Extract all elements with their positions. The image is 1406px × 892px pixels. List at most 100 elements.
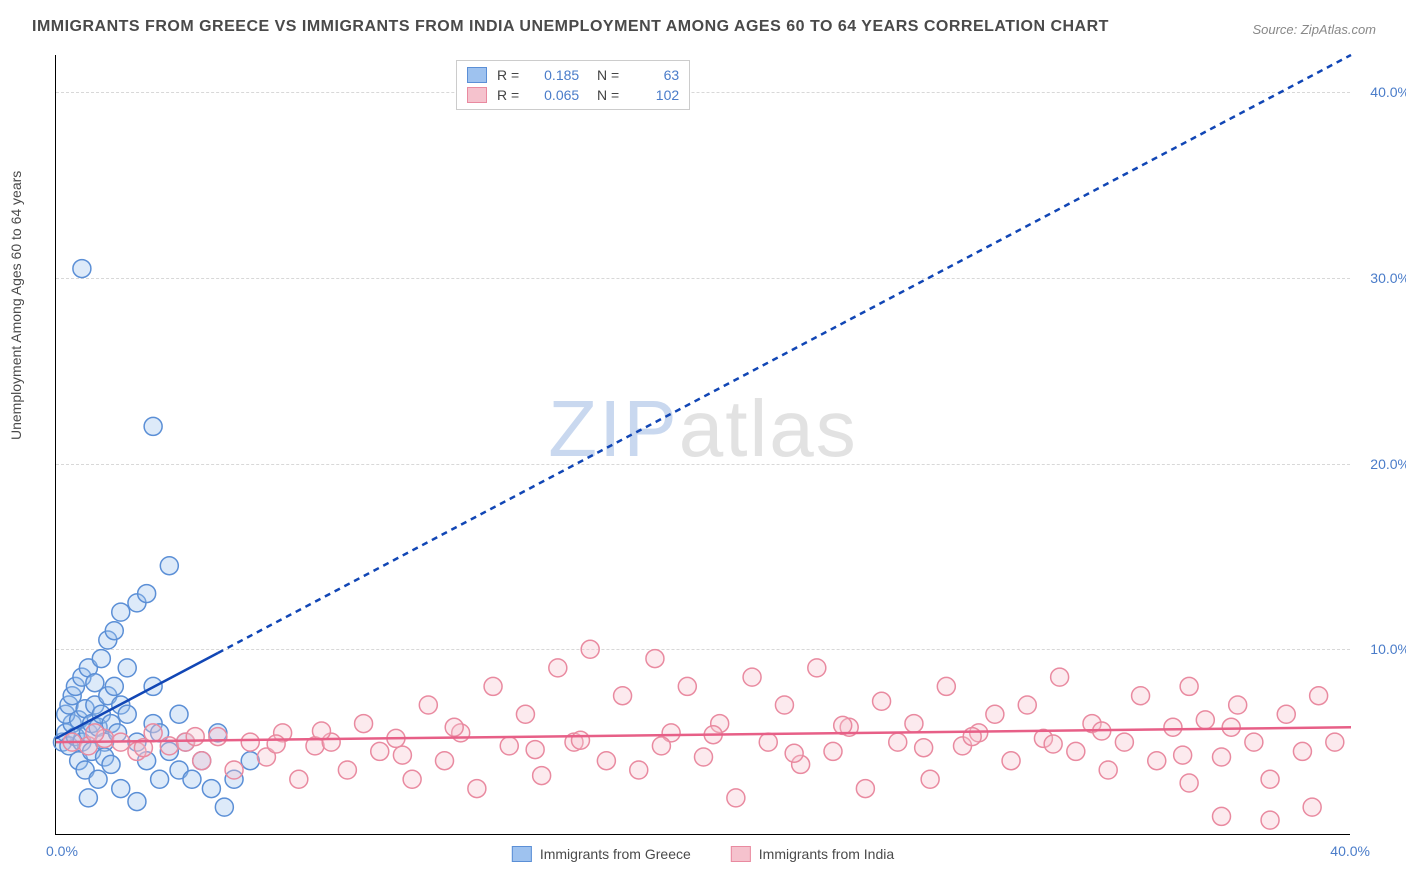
data-point xyxy=(86,724,104,742)
data-point xyxy=(1180,677,1198,695)
data-point xyxy=(118,659,136,677)
data-point xyxy=(312,722,330,740)
data-point xyxy=(128,793,146,811)
data-point xyxy=(202,780,220,798)
legend-swatch xyxy=(467,67,487,83)
data-point xyxy=(79,789,97,807)
data-point xyxy=(138,585,156,603)
data-point xyxy=(915,739,933,757)
y-tick-label: 40.0% xyxy=(1370,84,1406,100)
data-point xyxy=(1326,733,1344,751)
data-point xyxy=(889,733,907,751)
legend-r-label: R = xyxy=(497,67,519,83)
data-point xyxy=(873,692,891,710)
data-point xyxy=(371,742,389,760)
data-point xyxy=(1180,774,1198,792)
data-point xyxy=(630,761,648,779)
data-point xyxy=(160,557,178,575)
legend-stat-row: R = 0.065 N = 102 xyxy=(467,85,679,105)
data-point xyxy=(118,705,136,723)
data-point xyxy=(92,650,110,668)
data-point xyxy=(225,761,243,779)
data-point xyxy=(905,715,923,733)
data-point xyxy=(102,755,120,773)
data-point xyxy=(468,780,486,798)
legend-series-label: Immigrants from India xyxy=(759,846,894,862)
data-point xyxy=(73,260,91,278)
series-legend: Immigrants from Greece Immigrants from In… xyxy=(512,846,894,862)
y-axis-label: Unemployment Among Ages 60 to 64 years xyxy=(8,171,24,440)
data-point xyxy=(393,746,411,764)
scatter-svg xyxy=(56,55,1351,835)
y-tick-label: 10.0% xyxy=(1370,641,1406,657)
data-point xyxy=(186,728,204,746)
data-point xyxy=(549,659,567,677)
data-point xyxy=(403,770,421,788)
data-point xyxy=(105,622,123,640)
data-point xyxy=(1245,733,1263,751)
data-point xyxy=(516,705,534,723)
plot-area: ZIPatlas 10.0%20.0%30.0%40.0% R =0.185 N… xyxy=(55,55,1350,835)
data-point xyxy=(151,770,169,788)
x-tick-min: 0.0% xyxy=(46,843,78,859)
data-point xyxy=(986,705,1004,723)
data-point xyxy=(937,677,955,695)
x-tick-max: 40.0% xyxy=(1330,843,1370,859)
data-point xyxy=(646,650,664,668)
data-point xyxy=(652,737,670,755)
data-point xyxy=(808,659,826,677)
data-point xyxy=(1213,748,1231,766)
data-point xyxy=(1099,761,1117,779)
data-point xyxy=(1310,687,1328,705)
data-point xyxy=(533,767,551,785)
data-point xyxy=(597,752,615,770)
data-point xyxy=(290,770,308,788)
data-point xyxy=(1229,696,1247,714)
data-point xyxy=(1132,687,1150,705)
data-point xyxy=(1303,798,1321,816)
data-point xyxy=(209,728,227,746)
legend-swatch xyxy=(731,846,751,862)
data-point xyxy=(614,687,632,705)
chart-title: IMMIGRANTS FROM GREECE VS IMMIGRANTS FRO… xyxy=(32,18,1109,36)
legend-n-label: N = xyxy=(589,87,619,103)
data-point xyxy=(436,752,454,770)
data-point xyxy=(484,677,502,695)
legend-series-label: Immigrants from Greece xyxy=(540,846,691,862)
legend-swatch xyxy=(467,87,487,103)
data-point xyxy=(1067,742,1085,760)
data-point xyxy=(338,761,356,779)
data-point xyxy=(241,752,259,770)
legend-r-value: 0.065 xyxy=(529,87,579,103)
data-point xyxy=(921,770,939,788)
data-point xyxy=(1115,733,1133,751)
data-point xyxy=(193,752,211,770)
data-point xyxy=(1222,718,1240,736)
data-point xyxy=(419,696,437,714)
legend-series-item: Immigrants from India xyxy=(731,846,894,862)
data-point xyxy=(963,728,981,746)
data-point xyxy=(1213,807,1231,825)
data-point xyxy=(1293,742,1311,760)
data-point xyxy=(105,677,123,695)
y-tick-label: 30.0% xyxy=(1370,270,1406,286)
data-point xyxy=(170,705,188,723)
legend-r-label: R = xyxy=(497,87,519,103)
data-point xyxy=(785,744,803,762)
data-point xyxy=(1174,746,1192,764)
data-point xyxy=(727,789,745,807)
data-point xyxy=(1148,752,1166,770)
data-point xyxy=(183,770,201,788)
data-point xyxy=(856,780,874,798)
legend-series-item: Immigrants from Greece xyxy=(512,846,691,862)
data-point xyxy=(112,603,130,621)
data-point xyxy=(267,735,285,753)
data-point xyxy=(112,780,130,798)
legend-n-value: 102 xyxy=(629,87,679,103)
data-point xyxy=(241,733,259,751)
data-point xyxy=(1002,752,1020,770)
data-point xyxy=(743,668,761,686)
data-point xyxy=(445,718,463,736)
data-point xyxy=(1196,711,1214,729)
data-point xyxy=(500,737,518,755)
